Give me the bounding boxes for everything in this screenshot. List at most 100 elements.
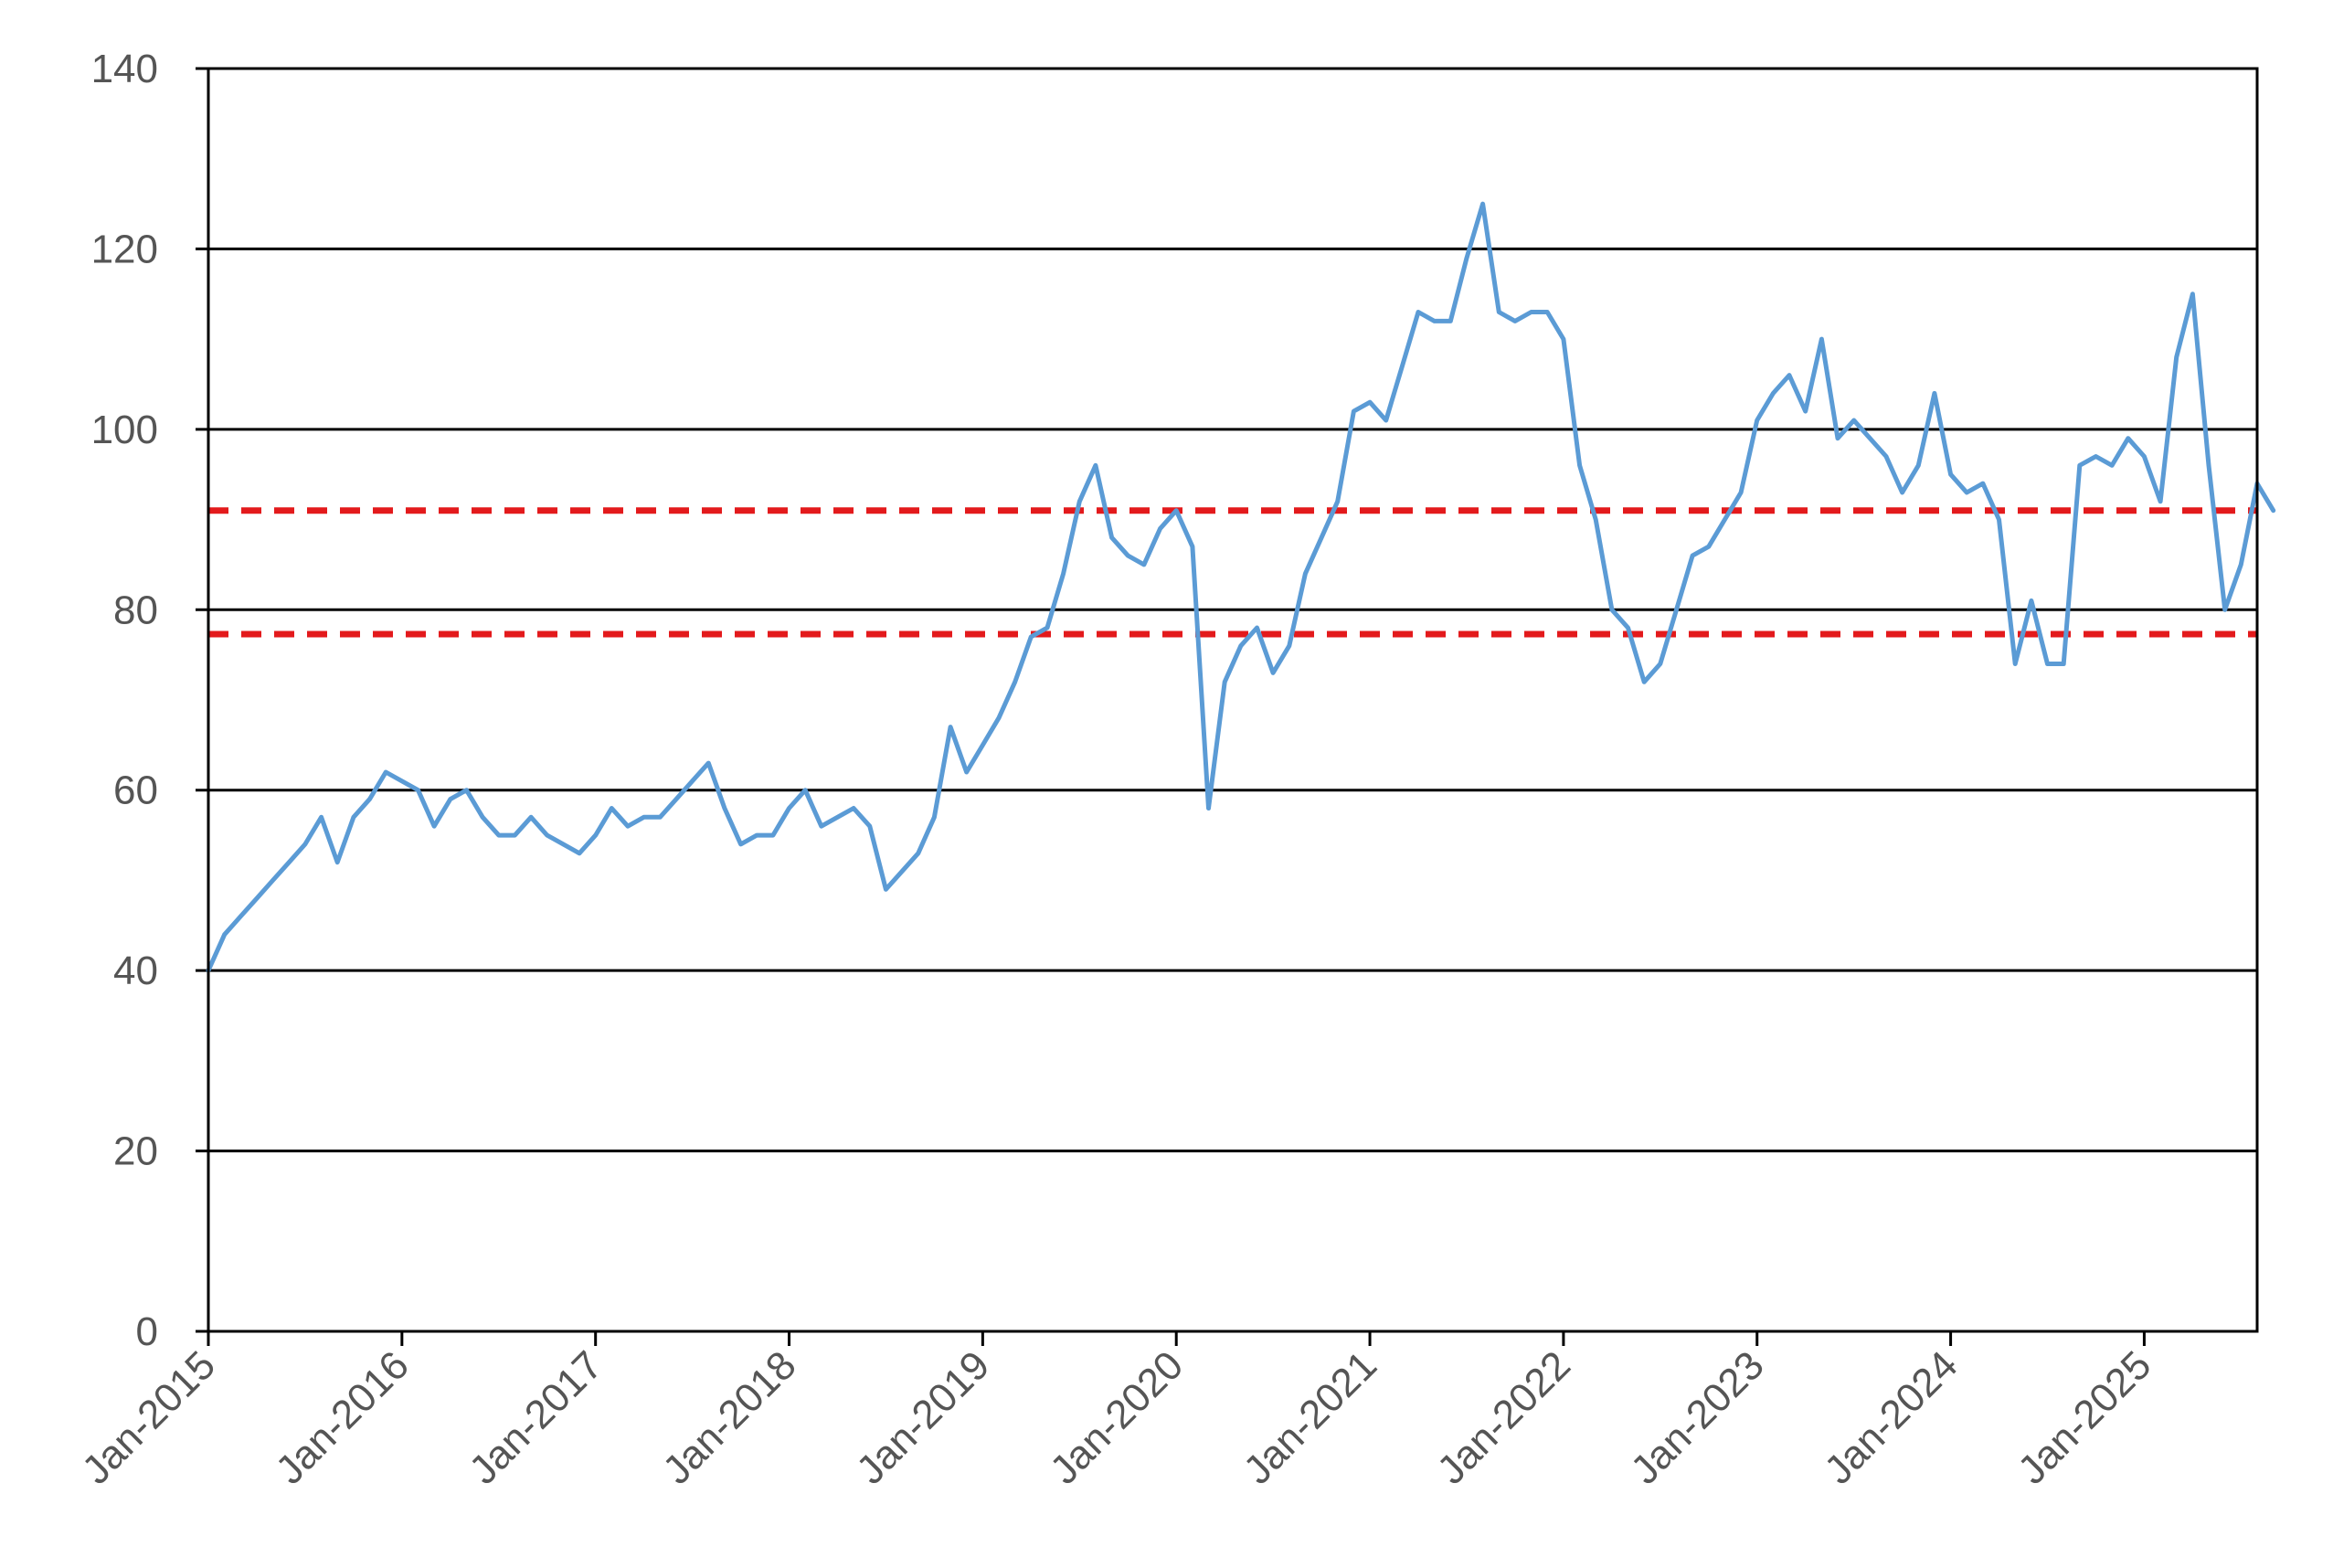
data-point (1368, 400, 1372, 404)
x-tick-label: Jan-2016 (268, 1342, 418, 1492)
data-point (1642, 680, 1646, 683)
data-point (384, 770, 387, 774)
data-point (1545, 311, 1549, 313)
data-point (271, 878, 275, 882)
x-tick-label: Jan-2015 (74, 1342, 224, 1492)
data-point (1787, 374, 1791, 377)
reference-lines (208, 507, 2257, 638)
x-tick-label: Jan-2019 (848, 1342, 998, 1492)
data-point (1530, 311, 1533, 313)
data-point (1578, 463, 1582, 467)
data-point (1659, 662, 1662, 665)
data-point (1627, 626, 1629, 630)
series-group (206, 201, 2276, 973)
data-point (1739, 491, 1743, 494)
data-point (771, 833, 775, 837)
data-point (417, 789, 419, 792)
data-point (529, 815, 533, 819)
data-point (1045, 626, 1049, 630)
data-point (1998, 518, 2000, 522)
data-point (1029, 635, 1033, 639)
data-point (1320, 535, 1323, 539)
y-tick-label: 20 (113, 1129, 158, 1174)
data-point (2094, 455, 2097, 458)
data-point (2190, 292, 2194, 296)
y-tick-label: 120 (91, 227, 158, 271)
data-point (1288, 644, 1291, 648)
data-point (1707, 545, 1711, 548)
data-point (1336, 500, 1340, 503)
data-point (1852, 418, 1856, 422)
data-point (1497, 311, 1501, 313)
x-tick-label: Jan-2025 (2010, 1342, 2159, 1492)
data-point (1013, 680, 1017, 683)
data-point (642, 815, 646, 819)
x-tick-label: Jan-2024 (1816, 1342, 1966, 1492)
data-point (578, 852, 581, 855)
data-point (723, 807, 726, 810)
data-point (2110, 463, 2114, 467)
data-point (2062, 662, 2065, 665)
data-point (1271, 671, 1275, 674)
data-point (1126, 554, 1129, 557)
data-point (1610, 608, 1614, 611)
x-tick-label: Jan-2017 (461, 1342, 610, 1492)
data-point (449, 798, 452, 801)
data-point (949, 726, 952, 729)
data-point (1239, 644, 1243, 648)
data-point (917, 852, 920, 855)
y-tick-label: 0 (136, 1309, 158, 1354)
data-point (2126, 437, 2130, 440)
data-point (1384, 418, 1388, 422)
data-point (223, 933, 227, 937)
x-tick-label: Jan-2018 (654, 1342, 804, 1492)
x-tick-label: Jan-2023 (1622, 1342, 1772, 1492)
data-point (1819, 337, 1823, 341)
data-point (1901, 491, 1904, 494)
data-point (1448, 319, 1452, 323)
data-point (1062, 572, 1066, 576)
data-point (2030, 599, 2033, 602)
data-point (900, 870, 904, 874)
x-tick-label: Jan-2022 (1429, 1342, 1579, 1492)
data-point (368, 798, 371, 801)
data-point (352, 815, 355, 819)
data-point (239, 915, 242, 918)
data-point (965, 770, 969, 774)
data-point (1481, 202, 1485, 206)
data-point (610, 807, 613, 810)
data-point (1949, 472, 1953, 476)
y-tick-label: 40 (113, 948, 158, 993)
data-point (1256, 626, 1258, 630)
data-point (481, 815, 484, 819)
data-point (335, 861, 339, 864)
data-point (1303, 572, 1307, 576)
data-point (561, 842, 565, 846)
x-axis-tick-labels: Jan-2015 Jan-2016 Jan-2017 Jan-2018 Jan-2019… (74, 1331, 2159, 1493)
data-point (1691, 554, 1694, 557)
data-point (852, 807, 855, 810)
data-point (546, 833, 549, 837)
y-tick-label: 140 (91, 47, 158, 91)
data-point (836, 815, 839, 819)
data-point (1933, 391, 1936, 395)
data-point (1077, 500, 1081, 503)
data-point (1352, 409, 1355, 413)
data-point (658, 815, 662, 819)
data-point (1804, 409, 1808, 413)
data-point (513, 833, 516, 837)
x-tick-label: Jan-2020 (1042, 1342, 1192, 1492)
data-point (691, 779, 695, 783)
y-axis-tick-labels: 0 20 40 60 80 100 120 140 (91, 47, 158, 1354)
data-point (1223, 680, 1226, 683)
data-point (1755, 418, 1759, 422)
data-point (1884, 455, 1888, 458)
data-point (2272, 509, 2275, 513)
data-point (320, 815, 323, 819)
data-point (1142, 563, 1146, 567)
data-point (1916, 463, 1920, 467)
data-point (932, 815, 936, 819)
data-point (674, 798, 678, 801)
data-point (1513, 319, 1517, 323)
